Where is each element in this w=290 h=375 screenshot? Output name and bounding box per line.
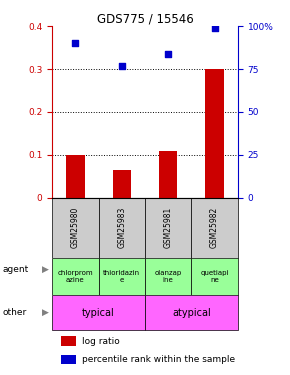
Text: thioridazin
e: thioridazin e xyxy=(103,270,140,283)
Text: atypical: atypical xyxy=(172,308,211,318)
Bar xyxy=(145,198,191,258)
Point xyxy=(119,63,124,69)
Text: agent: agent xyxy=(3,265,29,274)
Bar xyxy=(52,258,99,296)
Bar xyxy=(205,69,224,198)
Bar xyxy=(159,151,177,198)
Text: olanzap
ine: olanzap ine xyxy=(155,270,182,283)
Text: GSM25983: GSM25983 xyxy=(117,207,126,248)
Text: GSM25982: GSM25982 xyxy=(210,207,219,248)
Text: GSM25980: GSM25980 xyxy=(71,207,80,248)
Point xyxy=(73,40,78,46)
Point xyxy=(166,51,171,57)
Text: GSM25981: GSM25981 xyxy=(164,207,173,248)
Text: log ratio: log ratio xyxy=(82,337,120,346)
Bar xyxy=(61,355,76,364)
Bar xyxy=(99,258,145,296)
Bar xyxy=(52,296,145,330)
Bar xyxy=(191,198,238,258)
Bar xyxy=(66,155,85,198)
Bar xyxy=(99,198,145,258)
Bar xyxy=(145,296,238,330)
Title: GDS775 / 15546: GDS775 / 15546 xyxy=(97,12,193,25)
Bar xyxy=(191,258,238,296)
Text: other: other xyxy=(3,308,27,317)
Text: percentile rank within the sample: percentile rank within the sample xyxy=(82,356,235,364)
Point xyxy=(212,25,217,31)
Bar xyxy=(61,336,76,346)
Text: typical: typical xyxy=(82,308,115,318)
Text: chlorprom
azine: chlorprom azine xyxy=(58,270,93,283)
Text: ▶: ▶ xyxy=(42,265,49,274)
Bar xyxy=(145,258,191,296)
Text: quetiapi
ne: quetiapi ne xyxy=(200,270,229,283)
Bar xyxy=(52,198,99,258)
Bar xyxy=(113,170,131,198)
Text: ▶: ▶ xyxy=(42,308,49,317)
